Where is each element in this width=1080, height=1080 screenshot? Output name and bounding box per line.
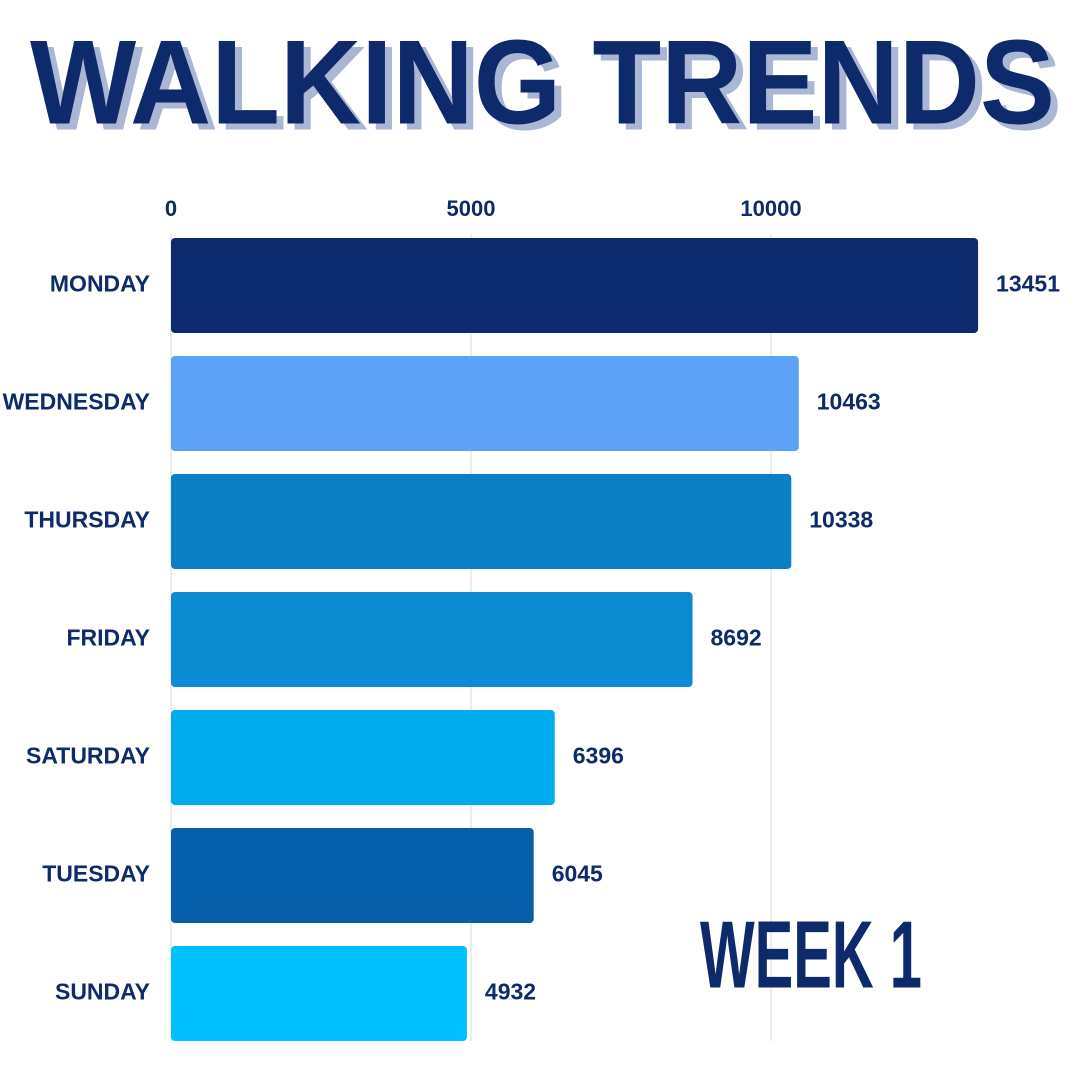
y-tick-label: THURSDAY [24,507,150,533]
y-tick-label: FRIDAY [67,625,151,651]
bar [171,238,979,333]
value-label: 10338 [809,507,873,533]
value-label: 8692 [711,625,762,651]
y-tick-label: WEDNESDAY [3,389,150,415]
value-label: 4932 [485,979,536,1005]
y-tick-label: TUESDAY [42,861,150,887]
annotation: WEEK 1 [700,901,922,1008]
bar [171,474,792,569]
x-tick-label: 10000 [740,196,801,221]
bar [171,710,555,805]
bar [171,946,467,1041]
y-tick-label: SUNDAY [55,979,150,1005]
x-tick-label: 5000 [447,196,496,221]
y-tick-label: MONDAY [50,271,150,297]
value-label: 13451 [996,271,1060,297]
value-label: 6396 [573,743,624,769]
value-label: 6045 [552,861,603,887]
y-tick-label: SATURDAY [26,743,150,769]
bar [171,356,799,451]
x-tick-label: 0 [165,196,177,221]
bar [171,828,534,923]
bar [171,592,693,687]
value-label: 10463 [817,389,881,415]
chart-title: WALKING TRENDS [30,16,1055,150]
